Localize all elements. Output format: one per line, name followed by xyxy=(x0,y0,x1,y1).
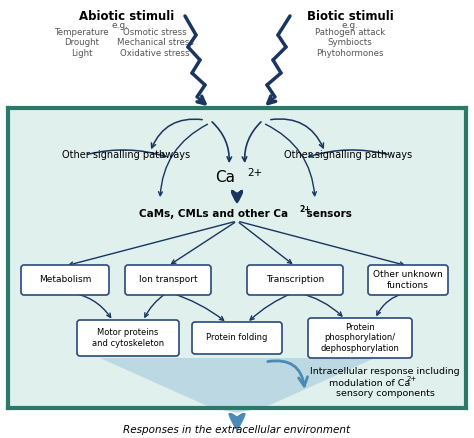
Text: sensory components: sensory components xyxy=(336,389,435,399)
Text: Osmotic stress
Mechanical stress
Oxidative stress: Osmotic stress Mechanical stress Oxidati… xyxy=(117,28,193,58)
FancyBboxPatch shape xyxy=(21,265,109,295)
FancyBboxPatch shape xyxy=(125,265,211,295)
Text: Temperature
Drought
Light: Temperature Drought Light xyxy=(55,28,109,58)
Text: Ion transport: Ion transport xyxy=(139,276,197,285)
Text: Motor proteins
and cytoskeleton: Motor proteins and cytoskeleton xyxy=(92,328,164,348)
Text: Transcription: Transcription xyxy=(266,276,324,285)
Text: e.g.: e.g. xyxy=(111,21,128,30)
Text: Biotic stimuli: Biotic stimuli xyxy=(307,10,393,23)
FancyBboxPatch shape xyxy=(308,318,412,358)
Text: Other signalling pathways: Other signalling pathways xyxy=(62,150,190,160)
Text: Other unknown
functions: Other unknown functions xyxy=(373,270,443,290)
FancyBboxPatch shape xyxy=(368,265,448,295)
FancyBboxPatch shape xyxy=(77,320,179,356)
Text: Ca: Ca xyxy=(215,170,235,186)
Text: sensors: sensors xyxy=(303,209,352,219)
Text: Responses in the extracellular environment: Responses in the extracellular environme… xyxy=(123,425,351,435)
Text: Abiotic stimuli: Abiotic stimuli xyxy=(79,10,174,23)
Text: Pathogen attack
Symbiocts
Phytohormones: Pathogen attack Symbiocts Phytohormones xyxy=(315,28,385,58)
Text: Metabolism: Metabolism xyxy=(39,276,91,285)
Polygon shape xyxy=(100,358,375,413)
Text: 2+: 2+ xyxy=(247,168,262,178)
Text: Intracellular response including: Intracellular response including xyxy=(310,367,460,377)
Text: 2+: 2+ xyxy=(407,376,417,382)
Text: e.g.: e.g. xyxy=(341,21,358,30)
Text: Protein folding: Protein folding xyxy=(206,333,268,343)
Text: Protein
phosphorylation/
dephosphorylation: Protein phosphorylation/ dephosphorylati… xyxy=(320,323,400,353)
FancyBboxPatch shape xyxy=(192,322,282,354)
Text: 2+: 2+ xyxy=(299,205,310,215)
FancyBboxPatch shape xyxy=(247,265,343,295)
Text: Other signalling pathways: Other signalling pathways xyxy=(284,150,412,160)
Text: CaMs, CMLs and other Ca: CaMs, CMLs and other Ca xyxy=(139,209,289,219)
Text: modulation of Ca: modulation of Ca xyxy=(329,378,410,388)
